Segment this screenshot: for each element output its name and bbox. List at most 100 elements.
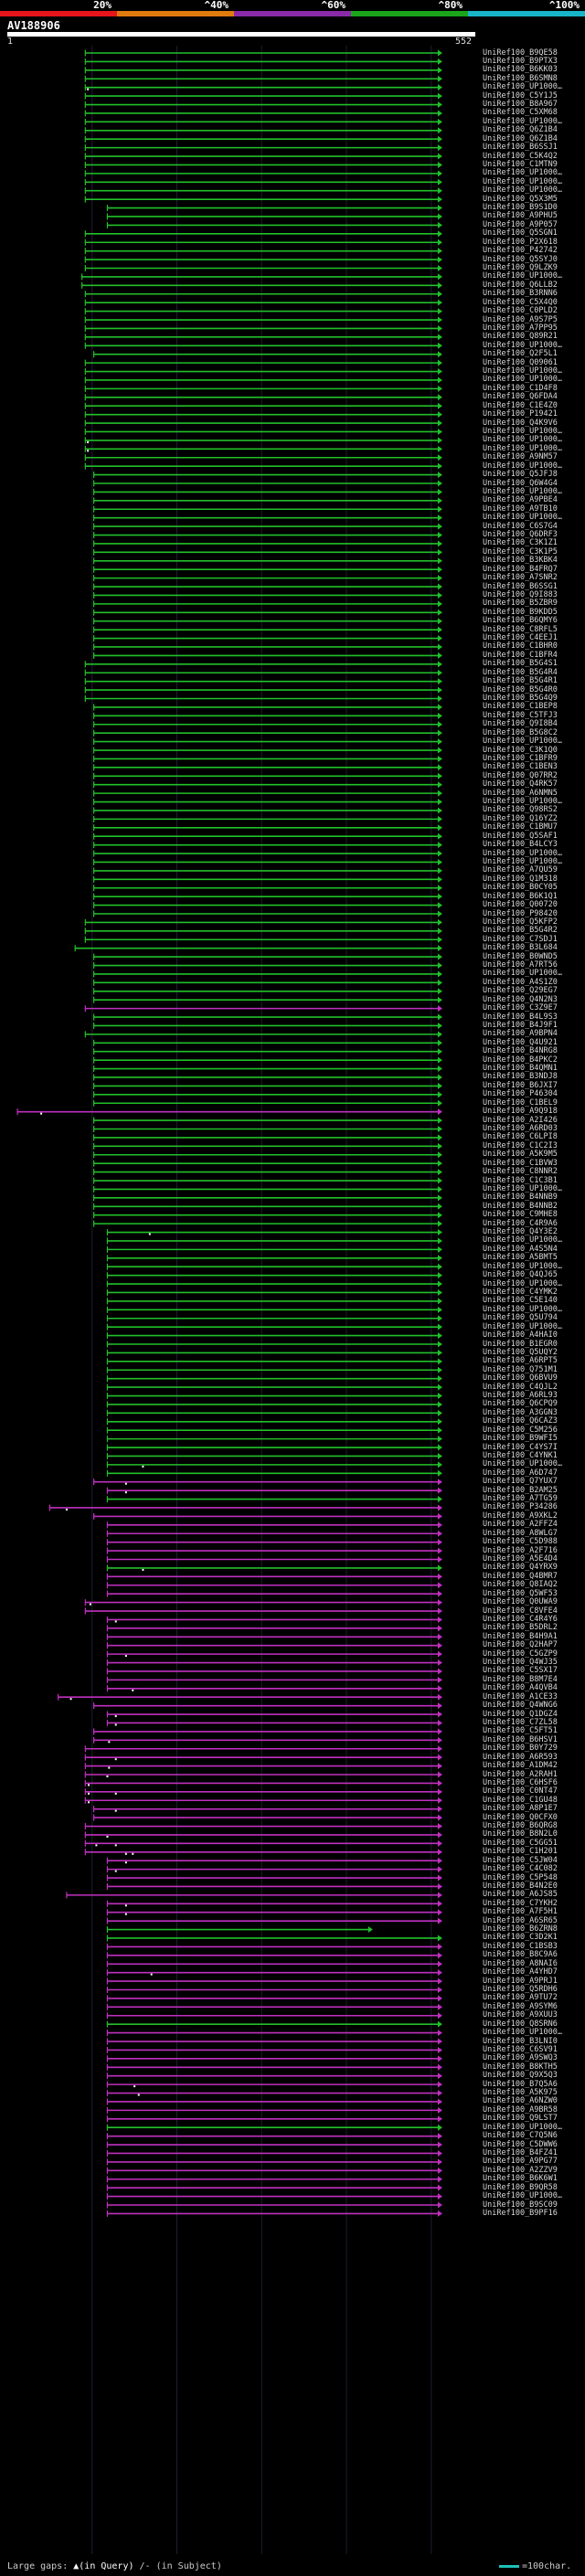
hit-label[interactable]: UniRef100_A9Q918	[483, 1107, 558, 1117]
hit-label[interactable]: UniRef100_UP1000…	[483, 848, 562, 858]
hit-label[interactable]: UniRef100_B9WFI5	[483, 1434, 558, 1444]
hit-label[interactable]: UniRef100_P98420	[483, 908, 558, 918]
hit-label[interactable]: UniRef100_C3Z9E7	[483, 1003, 558, 1013]
hit-label[interactable]: UniRef100_Q16YZ2	[483, 813, 558, 823]
hit-label[interactable]: UniRef100_C9MHE8	[483, 1210, 558, 1220]
hit-label[interactable]: UniRef100_C3K1P5	[483, 546, 558, 557]
hit-label[interactable]: UniRef100_Q2F5L1	[483, 349, 558, 359]
hit-label[interactable]: UniRef100_A9S7P5	[483, 314, 558, 324]
hit-label[interactable]: UniRef100_Q4K9V6	[483, 418, 558, 428]
hit-label[interactable]: UniRef100_C4YMK2	[483, 1287, 558, 1297]
hit-label[interactable]: UniRef100_UP1000…	[483, 2122, 562, 2132]
hit-label[interactable]: UniRef100_UP1000…	[483, 1304, 562, 1314]
hit-label[interactable]: UniRef100_A8NAI6	[483, 1958, 558, 1968]
hit-label[interactable]: UniRef100_UP1000…	[483, 1261, 562, 1271]
hit-label[interactable]: UniRef100_UP1000…	[483, 486, 562, 496]
hit-label[interactable]: UniRef100_Q5KFP2	[483, 917, 558, 927]
hit-label[interactable]: UniRef100_Q6LLB2	[483, 280, 558, 290]
hit-label[interactable]: UniRef100_A9PRJ1	[483, 1976, 558, 1986]
hit-label[interactable]: UniRef100_B6K6W1	[483, 2174, 558, 2184]
hit-label[interactable]: UniRef100_UP1000…	[483, 1278, 562, 1288]
hit-label[interactable]: UniRef100_C1H201	[483, 1847, 558, 1857]
hit-label[interactable]: UniRef100_C1BSB3	[483, 1941, 558, 1951]
hit-label[interactable]: UniRef100_B5DRL2	[483, 1623, 558, 1633]
hit-label[interactable]: UniRef100_Q0UWA9	[483, 1597, 558, 1607]
hit-label[interactable]: UniRef100_C1BVW3	[483, 1158, 558, 1168]
hit-label[interactable]: UniRef100_B3KBK4	[483, 556, 558, 566]
hit-label[interactable]: UniRef100_B4H9A1	[483, 1631, 558, 1641]
hit-label[interactable]: UniRef100_A8P1E7	[483, 1804, 558, 1814]
hit-label[interactable]: UniRef100_A4S1Z0	[483, 977, 558, 987]
hit-label[interactable]: UniRef100_C5Y1J5	[483, 90, 558, 101]
hit-label[interactable]: UniRef100_C5JW04	[483, 1855, 558, 1865]
hit-label[interactable]: UniRef100_B5G4R1	[483, 676, 558, 686]
hit-label[interactable]: UniRef100_UP1000…	[483, 1321, 562, 1331]
hit-label[interactable]: UniRef100_UP1000…	[483, 856, 562, 866]
hit-label[interactable]: UniRef100_C1BFR4	[483, 650, 558, 660]
hit-label[interactable]: UniRef100_C7ZL58	[483, 1717, 558, 1727]
hit-label[interactable]: UniRef100_Q6CAZ3	[483, 1416, 558, 1426]
hit-label[interactable]: UniRef100_C0PLD2	[483, 306, 558, 316]
hit-label[interactable]: UniRef100_UP1000…	[483, 116, 562, 126]
hit-label[interactable]: UniRef100_B4PKC2	[483, 1055, 558, 1065]
hit-label[interactable]: UniRef100_B4QMN1	[483, 1064, 558, 1074]
hit-label[interactable]: UniRef100_B5ZBR9	[483, 599, 558, 609]
hit-label[interactable]: UniRef100_A2FFZ4	[483, 1520, 558, 1530]
hit-label[interactable]: UniRef100_C1C3B1	[483, 1175, 558, 1185]
hit-label[interactable]: UniRef100_A1CE33	[483, 1691, 558, 1701]
hit-label[interactable]: UniRef100_Q6BVU9	[483, 1373, 558, 1383]
hit-label[interactable]: UniRef100_A9PG77	[483, 2157, 558, 2167]
hit-label[interactable]: UniRef100_Q4N2N3	[483, 994, 558, 1004]
hit-label[interactable]: UniRef100_A1DM42	[483, 1761, 558, 1771]
hit-label[interactable]: UniRef100_B9S1D0	[483, 203, 558, 213]
hit-label[interactable]: UniRef100_Q4RK57	[483, 779, 558, 790]
hit-label[interactable]: UniRef100_A5BMT5	[483, 1253, 558, 1263]
hit-label[interactable]: UniRef100_C4EEJ1	[483, 633, 558, 643]
hit-label[interactable]: UniRef100_Q5JFJ8	[483, 470, 558, 480]
hit-label[interactable]: UniRef100_UP1000…	[483, 513, 562, 523]
hit-label[interactable]: UniRef100_UP1000…	[483, 340, 562, 350]
hit-label[interactable]: UniRef100_C8RFL5	[483, 624, 558, 634]
hit-label[interactable]: UniRef100_A9XUU3	[483, 2010, 558, 2020]
hit-label[interactable]: UniRef100_B6SSJ1	[483, 143, 558, 153]
hit-label[interactable]: UniRef100_B5G4R0	[483, 684, 558, 694]
hit-label[interactable]: UniRef100_B3L684	[483, 943, 558, 953]
hit-label[interactable]: UniRef100_B6QMY6	[483, 616, 558, 626]
hit-label[interactable]: UniRef100_C5X4Q0	[483, 297, 558, 307]
hit-label[interactable]: UniRef100_C6LPI8	[483, 1132, 558, 1142]
hit-label[interactable]: UniRef100_Q8SRN6	[483, 2019, 558, 2029]
hit-label[interactable]: UniRef100_A6RD03	[483, 1124, 558, 1133]
hit-label[interactable]: UniRef100_B9QE58	[483, 48, 558, 58]
hit-label[interactable]: UniRef100_Q6FDA4	[483, 392, 558, 402]
hit-label[interactable]: UniRef100_UP1000…	[483, 461, 562, 471]
hit-label[interactable]: UniRef100_B6JXI7	[483, 1080, 558, 1090]
hit-label[interactable]: UniRef100_C4R4Y6	[483, 1614, 558, 1624]
hit-label[interactable]: UniRef100_A2I426	[483, 1115, 558, 1125]
hit-label[interactable]: UniRef100_Q6CPQ9	[483, 1399, 558, 1409]
hit-label[interactable]: UniRef100_A4HAI0	[483, 1330, 558, 1341]
hit-label[interactable]: UniRef100_A2RAH1	[483, 1769, 558, 1779]
hit-label[interactable]: UniRef100_B4L9S3	[483, 1012, 558, 1022]
hit-label[interactable]: UniRef100_Q09061	[483, 357, 558, 367]
hit-label[interactable]: UniRef100_A3GGN3	[483, 1407, 558, 1417]
hit-label[interactable]: UniRef100_B8KTH5	[483, 2062, 558, 2072]
hit-label[interactable]: UniRef100_P34286	[483, 1502, 558, 1512]
hit-label[interactable]: UniRef100_Q9LST7	[483, 2114, 558, 2124]
hit-label[interactable]: UniRef100_C5SX17	[483, 1666, 558, 1676]
hit-label[interactable]: UniRef100_A9BR58	[483, 2104, 558, 2115]
hit-label[interactable]: UniRef100_C1D4F8	[483, 383, 558, 393]
hit-label[interactable]: UniRef100_B4J9F1	[483, 1020, 558, 1030]
hit-label[interactable]: UniRef100_Q7YUX7	[483, 1477, 558, 1487]
hit-label[interactable]: UniRef100_B6HSV1	[483, 1734, 558, 1744]
hit-label[interactable]: UniRef100_UP1000…	[483, 2191, 562, 2201]
hit-label[interactable]: UniRef100_B5G4S1	[483, 659, 558, 669]
hit-label[interactable]: UniRef100_B6ZRN8	[483, 1924, 558, 1935]
hit-label[interactable]: UniRef100_C4YS7I	[483, 1442, 558, 1452]
hit-label[interactable]: UniRef100_A6RPT5	[483, 1356, 558, 1366]
hit-label[interactable]: UniRef100_Q8IAQ2	[483, 1580, 558, 1590]
hit-label[interactable]: UniRef100_A9SWQ3	[483, 2053, 558, 2063]
hit-label[interactable]: UniRef100_B4FZ41	[483, 2147, 558, 2157]
hit-label[interactable]: UniRef100_C4YNK1	[483, 1450, 558, 1460]
hit-label[interactable]: UniRef100_UP1000…	[483, 271, 562, 281]
hit-label[interactable]: UniRef100_A4QVB4	[483, 1683, 558, 1693]
